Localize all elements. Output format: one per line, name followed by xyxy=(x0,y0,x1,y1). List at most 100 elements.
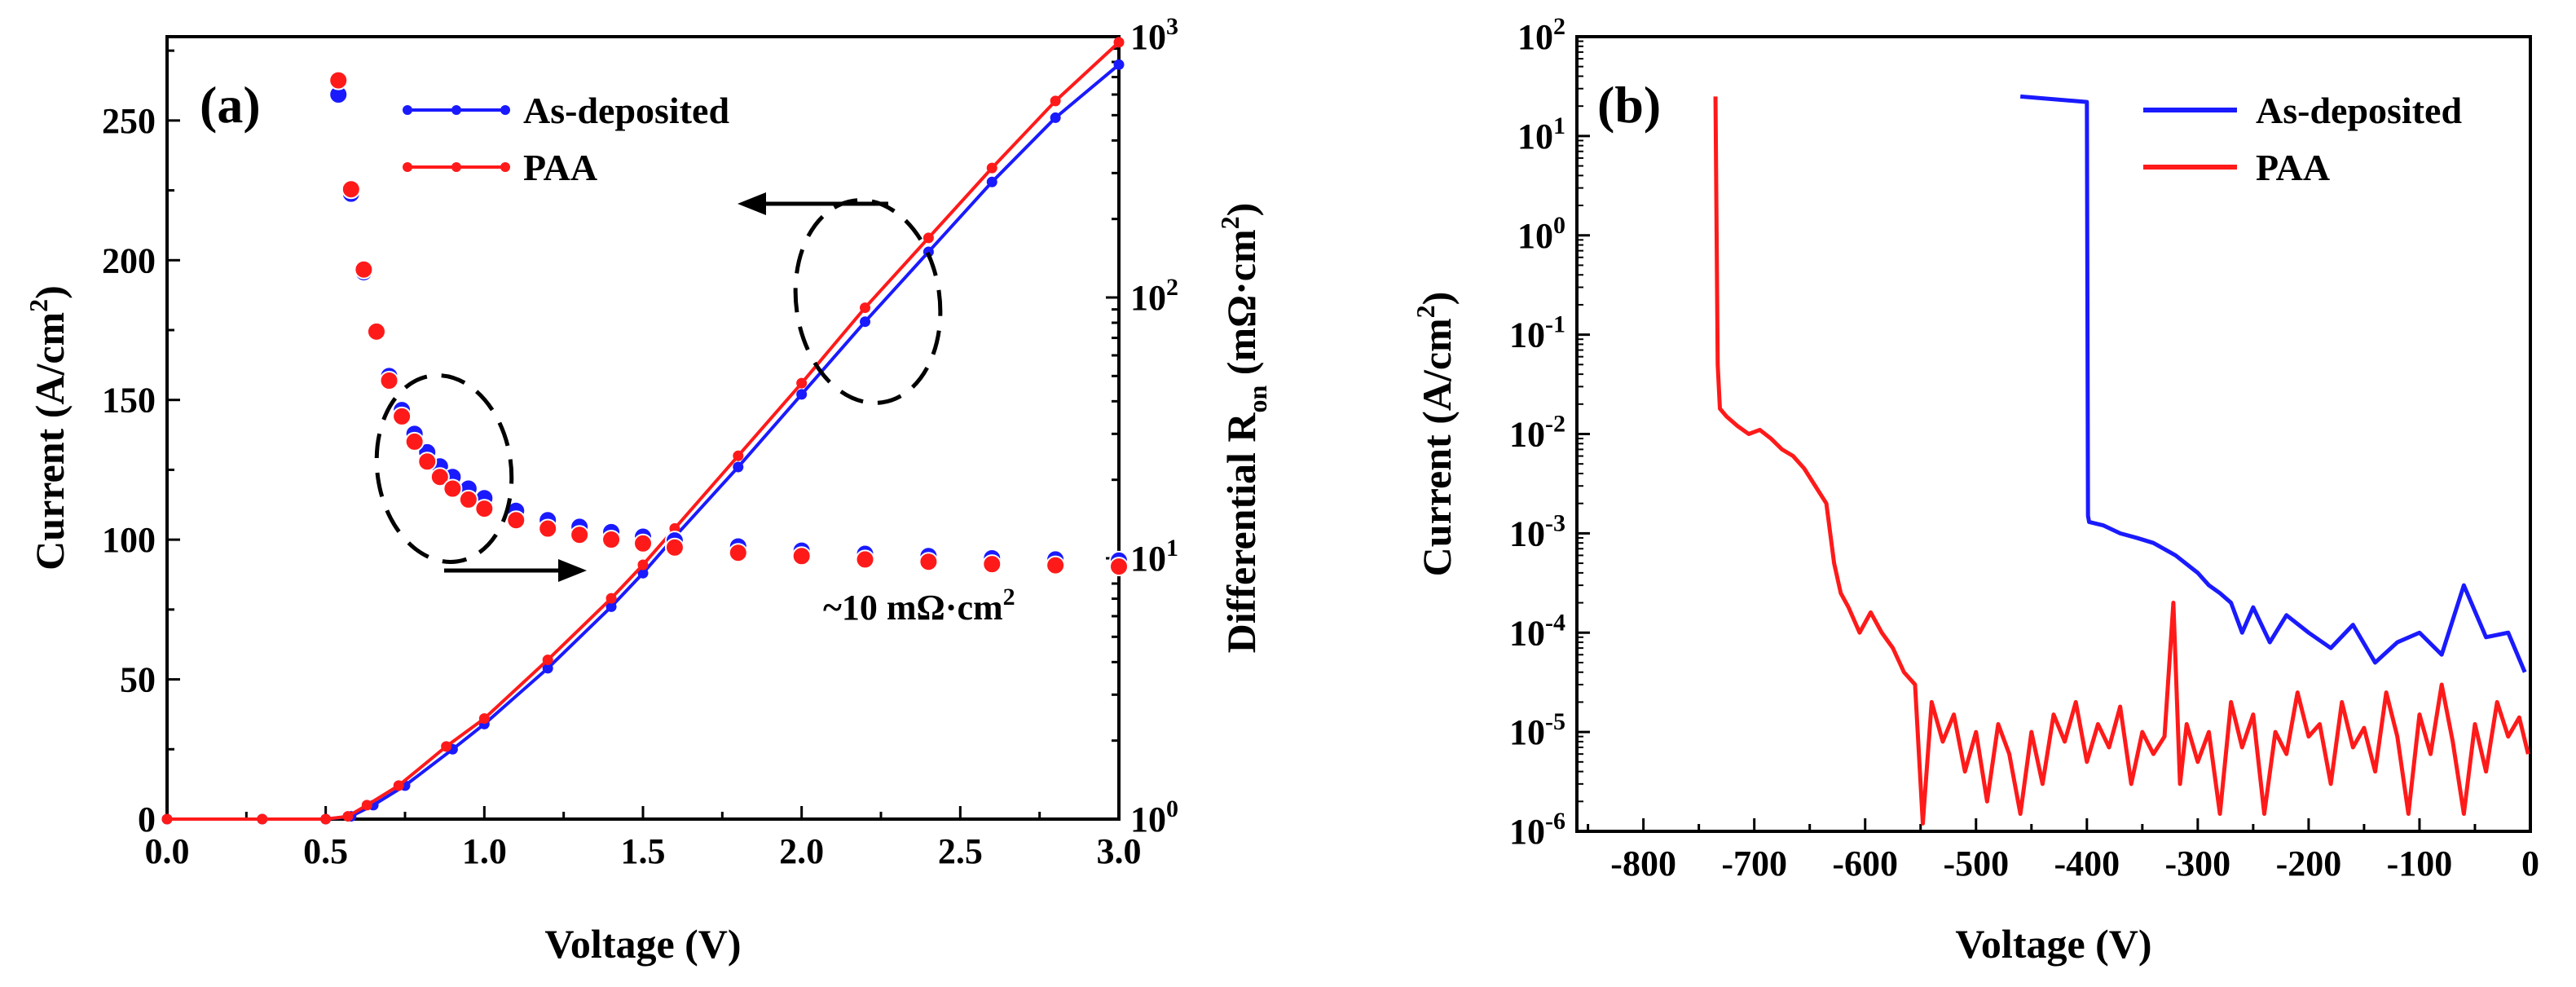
data-point-a xyxy=(986,162,997,174)
data-point-a xyxy=(923,232,934,244)
y2-tick-label-a: 101 xyxy=(1130,535,1178,579)
y2-tick-label-a-base: 10 xyxy=(1130,800,1166,839)
data-point-a xyxy=(392,406,412,426)
data-point-a xyxy=(257,813,268,825)
y-tick-label-b: 100 xyxy=(1517,212,1565,256)
y-tick-label-b-base: 10 xyxy=(1517,117,1553,156)
y-tick-label-b-base: 10 xyxy=(1509,315,1545,355)
data-point-a xyxy=(542,654,553,666)
y-tick-label-b-base: 10 xyxy=(1509,812,1545,852)
data-point-a xyxy=(986,176,997,187)
panel-label-b: (b) xyxy=(1597,76,1661,134)
y-tick-label-a: 200 xyxy=(102,240,156,280)
y-tick-label-b-exp: -3 xyxy=(1545,509,1565,536)
x-tick-label-a: 0.5 xyxy=(303,831,348,871)
ron-annotation: ~10 mΩ·cm2 xyxy=(823,584,1015,628)
data-point-a xyxy=(417,452,438,472)
data-point-a xyxy=(366,321,386,341)
x-tick-label-b: -400 xyxy=(2054,844,2120,883)
data-point-a xyxy=(478,713,490,725)
legend-marker-a xyxy=(451,162,461,172)
x-tick-label-b: -600 xyxy=(1832,844,1898,883)
data-point-a xyxy=(796,389,808,400)
legend-marker-a xyxy=(451,105,461,115)
data-point-a xyxy=(361,800,372,811)
y-tick-label-b-exp: 0 xyxy=(1553,212,1565,239)
y-tick-label-b-exp: -1 xyxy=(1545,311,1565,338)
series-line-a xyxy=(167,41,1121,821)
legend-label-b: As-deposited xyxy=(2256,90,2462,131)
y-tick-label-b-exp: -5 xyxy=(1545,708,1565,735)
y2-label-mid: (mΩ·cm xyxy=(1218,229,1264,385)
data-point-a xyxy=(1050,95,1061,107)
panel-a-chart: 0.0 0.5 1.0 1.5 2.0 2.5 3.00501001502002501001… xyxy=(24,13,1272,967)
data-point-a xyxy=(441,741,452,752)
panel-b-chart: -800 -700 -600 -500 -400 -300 -200 -100 010-610-… xyxy=(1411,13,2539,967)
data-point-a xyxy=(791,546,812,566)
y2-tick-label-a: 102 xyxy=(1130,274,1178,318)
data-point-a xyxy=(1109,557,1129,577)
x-tick-label-b: -500 xyxy=(1943,844,2009,883)
data-point-a xyxy=(605,593,617,604)
x-tick-label-b: -800 xyxy=(1610,844,1676,883)
panel-label-a: (a) xyxy=(200,76,261,134)
y-tick-label-b-base: 10 xyxy=(1509,513,1545,553)
data-point-a xyxy=(982,554,1002,575)
data-point-a xyxy=(918,552,939,572)
data-point-a xyxy=(474,499,495,519)
x-axis-label-a: Voltage (V) xyxy=(544,921,741,967)
arrow-right-head xyxy=(558,559,587,582)
ron-annotation-text: ~10 mΩ·cm xyxy=(823,588,1003,628)
y2-tick-label-a-exp: 2 xyxy=(1166,274,1178,301)
data-point-a xyxy=(1113,59,1125,70)
y-tick-label-b-base: 10 xyxy=(1517,216,1553,256)
x-tick-label-a: 3.0 xyxy=(1097,831,1142,871)
legend-label-a: As-deposited xyxy=(523,90,729,131)
x-tick-label-a: 2.0 xyxy=(779,831,824,871)
x-tick-label-a: 1.0 xyxy=(462,831,507,871)
legend-marker-a xyxy=(500,162,510,172)
y2-tick-label-a-exp: 1 xyxy=(1166,535,1178,562)
data-point-a xyxy=(637,559,649,571)
y-tick-label-b-exp: 1 xyxy=(1553,112,1565,139)
dashed-ellipse-ron xyxy=(374,373,514,564)
data-point-a xyxy=(354,259,374,280)
legend-marker-a xyxy=(500,105,510,115)
data-point-a xyxy=(538,518,558,539)
y-tick-label-b-base: 10 xyxy=(1509,613,1545,653)
series-line-b xyxy=(2019,94,2527,673)
x-tick-label-b: -200 xyxy=(2276,844,2342,883)
data-point-a xyxy=(393,780,404,791)
legend-marker-a xyxy=(403,105,412,115)
data-point-a xyxy=(728,543,748,563)
y-axis-label-b: Current (A/cm2) xyxy=(1411,292,1460,577)
data-point-a xyxy=(796,377,808,389)
y2-label-sub: on xyxy=(1243,385,1272,412)
data-point-a xyxy=(570,525,590,545)
x-tick-label-b: 0 xyxy=(2521,844,2539,883)
x-tick-label-b: -300 xyxy=(2165,844,2231,883)
y-tick-label-b-exp: -2 xyxy=(1545,411,1565,438)
y2-tick-label-a-base: 10 xyxy=(1130,17,1166,57)
plot-frame-b xyxy=(1575,35,2532,833)
x-axis-label-b: Voltage (V) xyxy=(1955,921,2151,967)
data-point-a xyxy=(161,813,173,825)
legend-marker-a xyxy=(403,162,412,172)
y-tick-label-b-base: 10 xyxy=(1509,712,1545,752)
data-point-a xyxy=(379,371,399,391)
y-tick-label-a: 150 xyxy=(102,381,156,421)
data-point-a xyxy=(506,510,526,531)
y-tick-label-b-base: 10 xyxy=(1517,17,1553,57)
legend-label-b: PAA xyxy=(2256,147,2330,188)
y2-label-end: ) xyxy=(1218,203,1264,217)
y-tick-label-b-exp: -4 xyxy=(1545,609,1565,636)
series-line-b xyxy=(1713,96,2530,826)
data-point-a xyxy=(341,179,361,200)
y2-tick-label-a: 103 xyxy=(1130,13,1178,57)
y-axis-label-a: Current (A/cm2) xyxy=(24,285,73,571)
y-label-a-main: Current (A/cm xyxy=(27,312,73,571)
y2-tick-label-a: 100 xyxy=(1130,795,1178,839)
y-tick-label-b: 10-3 xyxy=(1509,509,1565,553)
y-tick-label-a: 0 xyxy=(138,800,156,839)
